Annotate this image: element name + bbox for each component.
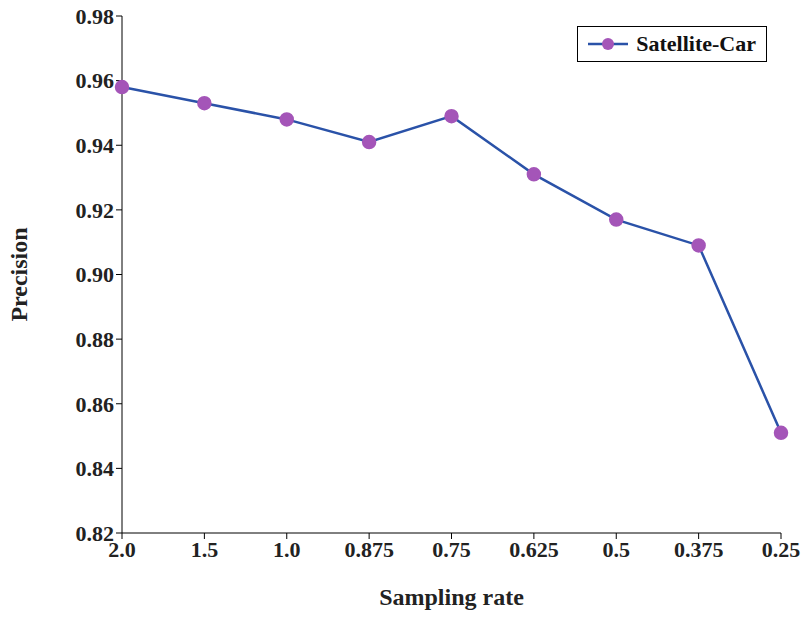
svg-text:0.375: 0.375	[674, 537, 724, 562]
svg-text:0.94: 0.94	[76, 133, 115, 158]
svg-text:0.98: 0.98	[76, 4, 115, 29]
svg-text:0.75: 0.75	[432, 537, 471, 562]
svg-text:0.84: 0.84	[76, 456, 115, 481]
svg-text:0.90: 0.90	[76, 262, 115, 287]
svg-text:0.86: 0.86	[76, 392, 115, 417]
svg-text:Sampling rate: Sampling rate	[379, 584, 524, 610]
svg-text:0.88: 0.88	[76, 327, 115, 352]
svg-text:0.625: 0.625	[509, 537, 559, 562]
svg-text:1.5: 1.5	[191, 537, 219, 562]
svg-text:1.0: 1.0	[273, 537, 301, 562]
svg-text:0.96: 0.96	[76, 68, 115, 93]
svg-text:2.0: 2.0	[108, 536, 136, 562]
html-text:Satellite-Car: Satellite-Car	[636, 31, 756, 56]
svg-text:0.82: 0.82	[76, 521, 115, 546]
svg-text:Precision: Precision	[6, 227, 32, 321]
svg-text:0.5: 0.5	[603, 537, 631, 562]
svg-text:0.92: 0.92	[76, 198, 115, 223]
svg-text:0.875: 0.875	[344, 537, 394, 562]
svg-text:0.25: 0.25	[762, 537, 801, 562]
